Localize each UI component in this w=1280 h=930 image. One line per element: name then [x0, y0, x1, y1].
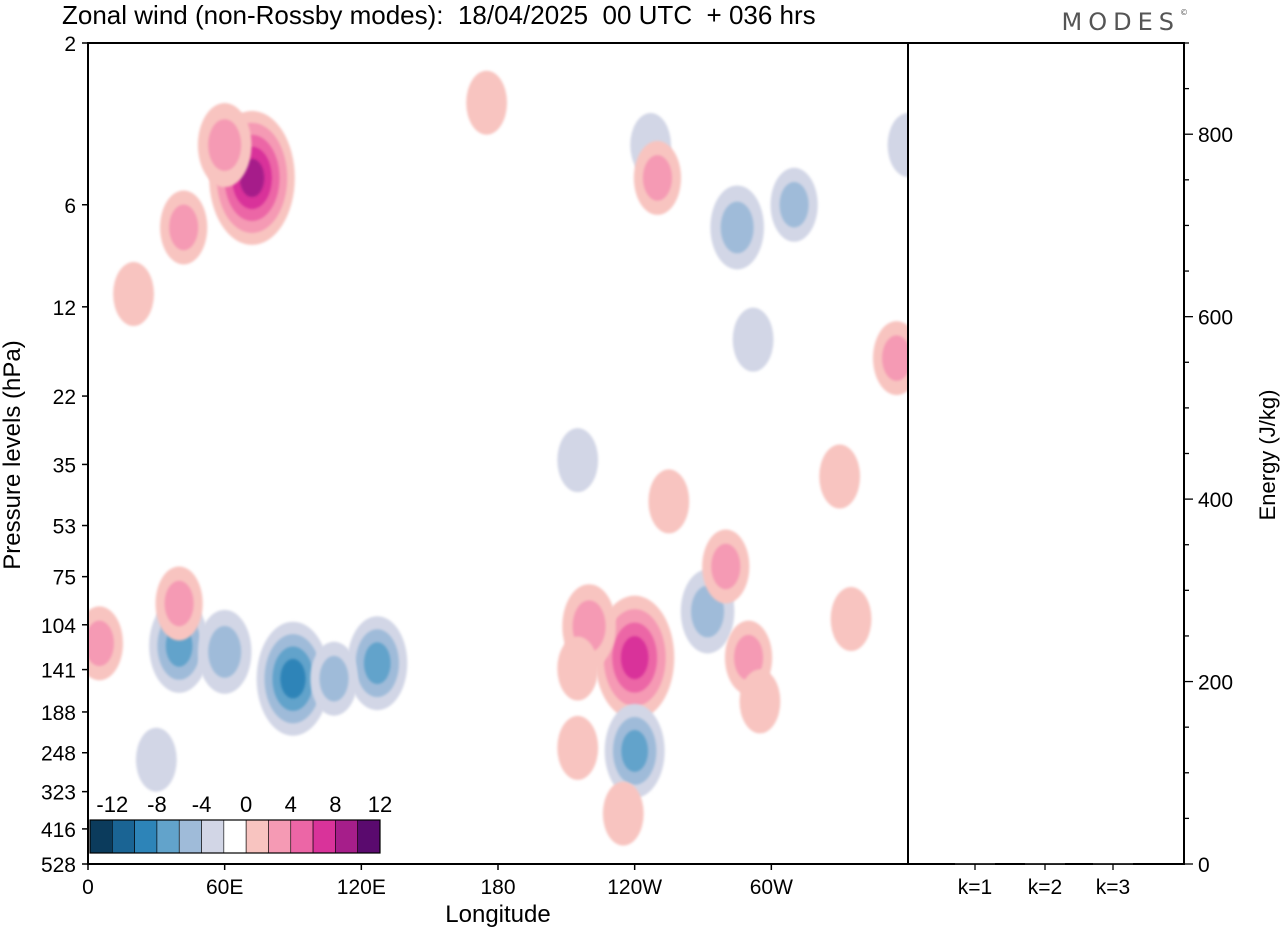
contour-blob [887, 113, 908, 178]
colorbar-swatch [178, 819, 202, 854]
y-axis-label: Pressure levels (hPa) [0, 340, 26, 569]
contour-blob [135, 727, 177, 792]
x-axis-label: Longitude [445, 901, 550, 928]
colorbar-label: -12 [96, 792, 128, 817]
energy-category-label: k=2 [1028, 876, 1062, 899]
x-tick-label: 120W [607, 876, 662, 899]
y-tick-label: 141 [41, 660, 76, 683]
contour-blob [720, 201, 754, 254]
colorbar: -12 -8 -4 0 4 8 12 [89, 792, 392, 854]
y-tick-label: 416 [41, 819, 76, 842]
contour-blob [319, 655, 349, 702]
x-tick-label: 0 [82, 876, 94, 899]
contour-blob [621, 730, 649, 772]
y-tick-label: 12 [53, 297, 76, 320]
y-tick-label: 75 [53, 567, 76, 590]
contour-blob [208, 119, 242, 171]
x-tick-label: 60E [206, 876, 243, 899]
y-tick-label: 2 [64, 33, 76, 56]
colorbar-swatch [245, 819, 269, 854]
colorbar-label: 0 [240, 792, 252, 817]
contour-blob [739, 669, 781, 734]
contour-blob [557, 428, 599, 493]
y-tick-label: 528 [41, 854, 76, 877]
energy-bar [1025, 863, 1065, 865]
contour-blob [88, 620, 114, 667]
x-tick-label: 180 [480, 876, 515, 899]
contour-blob [779, 181, 809, 228]
y-tick-label: 22 [53, 386, 76, 409]
contour-blob [280, 658, 306, 699]
contour-blob [711, 543, 741, 590]
colorbar-swatch [335, 819, 358, 854]
contour-blob [164, 580, 194, 627]
energy-tick-label: 800 [1198, 124, 1233, 147]
energy-category-label: k=3 [1096, 876, 1130, 899]
energy-axis-label: Energy (J/kg) [1255, 390, 1280, 521]
energy-category-label: k=1 [958, 876, 992, 899]
contour-blob [732, 307, 774, 372]
colorbar-swatch [134, 819, 158, 854]
contour-blob [734, 634, 764, 681]
x-tick-label: 60W [750, 876, 793, 899]
energy-tick-label: 400 [1198, 489, 1233, 512]
contour-blob [557, 715, 599, 780]
colorbar-swatch [201, 819, 225, 854]
contour-blob [169, 204, 199, 251]
y-tick-label: 104 [41, 615, 76, 638]
colorbar-swatch [112, 819, 135, 854]
contour-blob [113, 262, 154, 327]
energy-panel-frame [907, 42, 1185, 865]
energy-bars: 0 200 400 600 800 k=1 k=2 k=3 [955, 42, 1233, 899]
contour-blob [620, 636, 649, 680]
y-tick-label: 248 [41, 743, 76, 766]
x-tick-label: 120E [337, 876, 386, 899]
colorbar-swatch [357, 819, 381, 854]
colorbar-swatch [223, 819, 247, 854]
energy-tick-label: 600 [1198, 307, 1233, 330]
y-tick-label: 6 [64, 195, 76, 218]
y-tick-label: 53 [53, 516, 76, 539]
energy-tick-label: 200 [1198, 672, 1233, 695]
contour-blob [648, 469, 690, 534]
y-tick-label: 35 [53, 454, 76, 477]
contour-blob [819, 444, 861, 509]
colorbar-label: 12 [368, 792, 392, 817]
energy-bar [955, 863, 995, 865]
colorbar-frame [89, 819, 381, 854]
contour-blob [882, 335, 908, 381]
colorbar-swatch [89, 819, 113, 854]
contour-field [88, 70, 908, 846]
colorbar-label: -8 [147, 792, 167, 817]
contour-blob [602, 781, 644, 846]
energy-bar [1093, 863, 1133, 865]
colorbar-swatch [268, 819, 292, 854]
colorbar-label: 8 [329, 792, 341, 817]
contour-blob [208, 626, 242, 678]
colorbar-label: -4 [192, 792, 212, 817]
brand-text: MODES [1061, 8, 1180, 36]
contour-blob [642, 155, 672, 201]
chart-title: Zonal wind (non-Rossby modes): 18/04/202… [62, 0, 816, 30]
y-tick-label: 323 [41, 782, 76, 805]
y-tick-label: 188 [41, 702, 76, 725]
contour-blob [466, 70, 508, 135]
colorbar-swatch [156, 819, 180, 854]
colorbar-label: 4 [285, 792, 297, 817]
colorbar-swatch [290, 819, 314, 854]
colorbar-swatch [312, 819, 336, 854]
modes-logo: MODES© [1061, 8, 1188, 36]
contour-blob [830, 587, 872, 652]
energy-tick-label: 0 [1198, 854, 1210, 877]
contour-blob [363, 642, 391, 685]
contour-blob [557, 636, 599, 701]
